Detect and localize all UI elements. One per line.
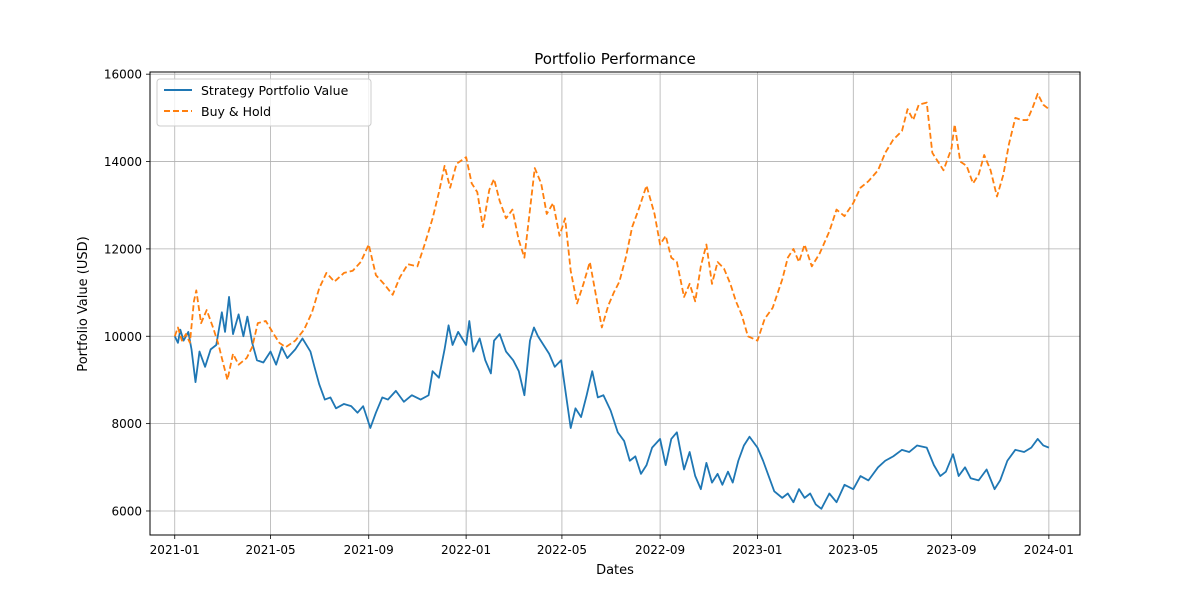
x-axis-ticks: 2021-01 2021-05 2021-09 2022-01 2022-05 2022-… <box>150 535 1074 557</box>
x-tick-label: 2023-09 <box>926 543 976 557</box>
legend: Strategy Portfolio Value Buy & Hold <box>156 78 372 127</box>
x-tick-label: 2022-01 <box>441 543 491 557</box>
x-tick-label: 2021-05 <box>245 543 295 557</box>
y-tick-label: 10000 <box>104 330 142 344</box>
x-tick-label: 2024-01 <box>1024 543 1074 557</box>
legend-box <box>156 78 372 127</box>
x-axis-label: Dates <box>596 563 634 578</box>
plot-area <box>149 71 1081 536</box>
y-axis-label: Portfolio Value (USD) <box>76 236 91 371</box>
series-line-buy-hold <box>173 92 1050 381</box>
y-axis-ticks: 6000 8000 10000 12000 14000 16000 <box>104 68 150 518</box>
y-tick-label: 8000 <box>111 417 142 431</box>
chart-title: Portfolio Performance <box>534 50 696 68</box>
x-tick-label: 2021-09 <box>344 543 394 557</box>
x-tick-label: 2022-09 <box>635 543 685 557</box>
x-tick-label: 2023-01 <box>732 543 782 557</box>
legend-label-buy-hold: Buy & Hold <box>201 104 271 119</box>
x-tick-label: 2023-05 <box>828 543 878 557</box>
x-tick-label: 2022-05 <box>537 543 587 557</box>
y-tick-label: 12000 <box>104 242 142 256</box>
y-tick-label: 6000 <box>111 504 142 518</box>
plot-background <box>150 72 1080 535</box>
plot-frame <box>149 71 1081 536</box>
x-tick-label: 2021-01 <box>150 543 200 557</box>
y-tick-label: 14000 <box>104 155 142 169</box>
legend-label-strategy: Strategy Portfolio Value <box>201 83 349 98</box>
y-tick-label: 16000 <box>104 68 142 82</box>
series-line-strategy <box>173 296 1050 510</box>
series-lines <box>173 92 1050 510</box>
